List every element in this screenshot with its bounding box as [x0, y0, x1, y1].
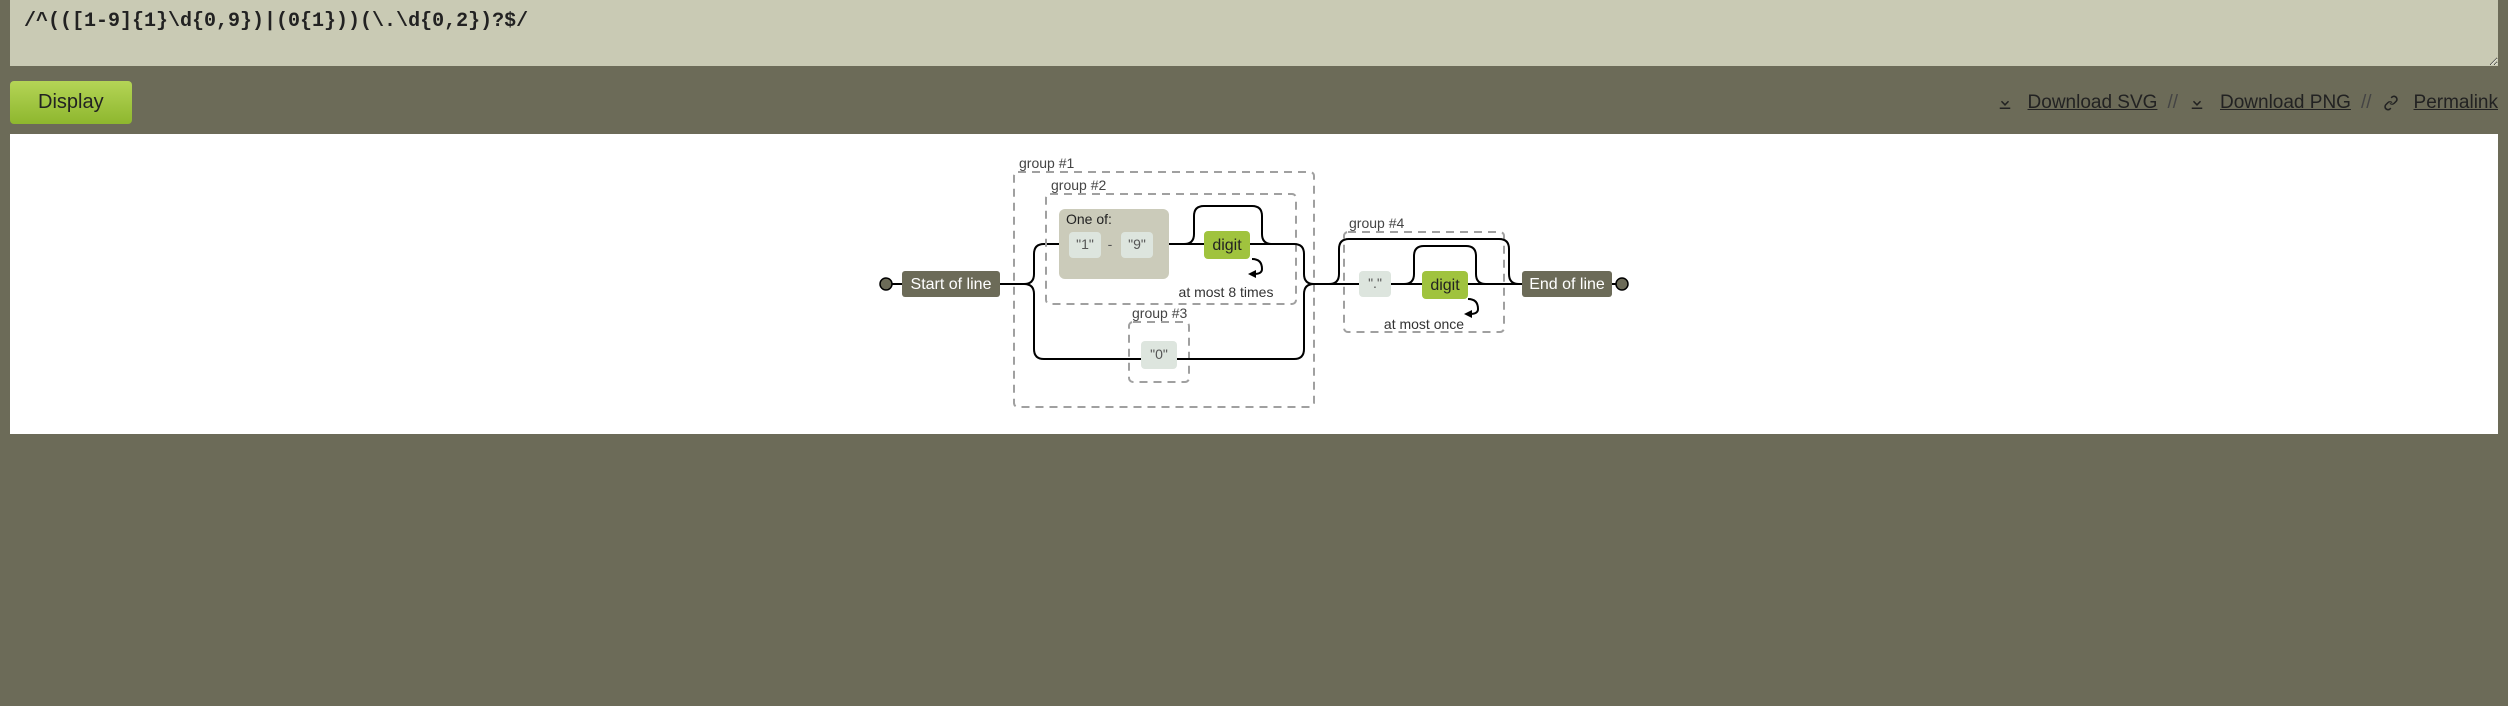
zero-text: "0"	[1150, 346, 1168, 362]
separator: //	[2167, 92, 2178, 114]
range-low-text: "1"	[1076, 236, 1094, 252]
download-png-link[interactable]: Download PNG	[2220, 92, 2351, 114]
download-icon	[2188, 94, 2206, 112]
oneof-label: One of:	[1066, 211, 1112, 227]
range-high-text: "9"	[1128, 236, 1146, 252]
diagram-canvas: Start of line group #1 group #2 One of: …	[10, 134, 2498, 434]
group-3-label: group #3	[1132, 305, 1187, 321]
download-icon	[1996, 94, 2014, 112]
start-of-line-text: Start of line	[911, 276, 992, 293]
group-4-label: group #4	[1349, 215, 1404, 231]
regex-diagram: Start of line group #1 group #2 One of: …	[874, 154, 1634, 414]
download-svg-link[interactable]: Download SVG	[2028, 92, 2158, 114]
digit-text-2: digit	[1430, 277, 1460, 294]
download-links: Download SVG // Download PNG // Permalin…	[1996, 92, 2498, 114]
repeat-once-label: at most once	[1384, 316, 1464, 332]
display-button[interactable]: Display	[10, 81, 132, 124]
toolbar: Display Download SVG // Download PNG // …	[0, 71, 2508, 134]
digit-text-1: digit	[1212, 237, 1242, 254]
link-icon	[2382, 94, 2400, 112]
start-terminal	[880, 278, 892, 290]
separator: //	[2361, 92, 2372, 114]
permalink-link[interactable]: Permalink	[2414, 92, 2498, 114]
group-2-label: group #2	[1051, 177, 1106, 193]
range-dash: -	[1108, 236, 1113, 252]
repeat-8-label: at most 8 times	[1179, 284, 1274, 300]
group-1-label: group #1	[1019, 155, 1074, 171]
dot-text: "."	[1368, 275, 1382, 291]
end-of-line-text: End of line	[1529, 276, 1605, 293]
regex-input[interactable]: /^(([1-9]{1}\d{0,9})|(0{1}))(\.\d{0,2})?…	[10, 0, 2498, 66]
end-terminal	[1616, 278, 1628, 290]
